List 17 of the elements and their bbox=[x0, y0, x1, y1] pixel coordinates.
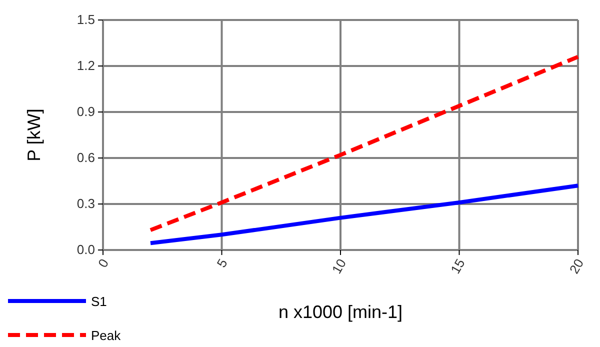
y-tick-label: 0.3 bbox=[76, 196, 95, 212]
legend-label: Peak bbox=[91, 328, 122, 343]
y-axis-title: P [kW] bbox=[24, 108, 44, 162]
x-tick-label: 0 bbox=[94, 256, 112, 270]
y-tick-label: 1.2 bbox=[76, 58, 95, 74]
line-series bbox=[148, 54, 580, 232]
x-axis-title: n x1000 [min-1] bbox=[278, 302, 403, 322]
y-tick-label: 0.9 bbox=[76, 104, 95, 120]
x-tick-label: 15 bbox=[448, 256, 468, 276]
x-tick-label: 10 bbox=[328, 256, 350, 276]
y-tick-label: 0.6 bbox=[76, 150, 95, 166]
y-tick-label: 0.0 bbox=[76, 242, 95, 258]
line-series bbox=[148, 184, 580, 246]
legend-label: S1 bbox=[91, 294, 107, 309]
x-tick-label: 20 bbox=[566, 256, 587, 276]
y-tick-label: 1.5 bbox=[76, 12, 95, 28]
x-tick-label: 5 bbox=[214, 256, 230, 270]
